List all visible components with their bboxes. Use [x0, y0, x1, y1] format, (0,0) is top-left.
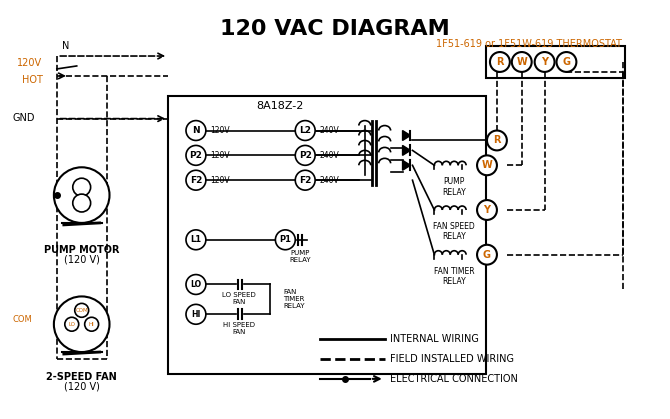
Text: FAN SPEED
RELAY: FAN SPEED RELAY — [433, 222, 475, 241]
Text: 2-SPEED FAN: 2-SPEED FAN — [46, 372, 117, 382]
Text: PUMP
RELAY: PUMP RELAY — [442, 177, 466, 197]
Text: GND: GND — [12, 113, 35, 123]
Text: 240V: 240V — [319, 151, 339, 160]
Text: HI: HI — [88, 322, 94, 327]
Text: N: N — [192, 126, 200, 135]
Polygon shape — [403, 145, 411, 155]
Text: 120 VAC DIAGRAM: 120 VAC DIAGRAM — [220, 19, 450, 39]
Text: 240V: 240V — [319, 126, 339, 135]
Text: G: G — [562, 57, 570, 67]
Text: COM: COM — [12, 315, 32, 324]
Circle shape — [65, 317, 78, 331]
Circle shape — [84, 317, 98, 331]
Circle shape — [186, 304, 206, 324]
Circle shape — [54, 296, 109, 352]
Circle shape — [75, 303, 88, 317]
Text: 240V: 240V — [319, 176, 339, 185]
Text: (120 V): (120 V) — [64, 255, 100, 265]
Circle shape — [186, 145, 206, 165]
Text: FAN TIMER
RELAY: FAN TIMER RELAY — [434, 266, 474, 286]
Text: LO: LO — [190, 280, 202, 289]
FancyBboxPatch shape — [486, 46, 625, 78]
Circle shape — [512, 52, 532, 72]
Text: F2: F2 — [299, 176, 312, 185]
Text: LO SPEED
FAN: LO SPEED FAN — [222, 292, 255, 305]
Circle shape — [295, 121, 315, 140]
Text: N: N — [62, 41, 69, 51]
Text: HI: HI — [191, 310, 200, 319]
Circle shape — [477, 245, 497, 265]
Polygon shape — [403, 160, 411, 170]
Text: 1F51-619 or 1F51W-619 THERMOSTAT: 1F51-619 or 1F51W-619 THERMOSTAT — [436, 39, 622, 49]
Circle shape — [186, 121, 206, 140]
Text: PUMP
RELAY: PUMP RELAY — [289, 250, 311, 263]
Text: R: R — [496, 57, 504, 67]
Text: 8A18Z-2: 8A18Z-2 — [257, 101, 304, 111]
Text: F2: F2 — [190, 176, 202, 185]
Circle shape — [186, 274, 206, 295]
Text: G: G — [483, 250, 491, 260]
Text: HI SPEED
FAN: HI SPEED FAN — [222, 322, 255, 335]
Text: (120 V): (120 V) — [64, 382, 100, 392]
Text: ELECTRICAL CONNECTION: ELECTRICAL CONNECTION — [390, 374, 517, 384]
Text: FIELD INSTALLED WIRING: FIELD INSTALLED WIRING — [390, 354, 514, 364]
Text: P1: P1 — [279, 235, 291, 244]
FancyBboxPatch shape — [168, 96, 486, 374]
Text: W: W — [517, 57, 527, 67]
Circle shape — [73, 194, 90, 212]
Circle shape — [477, 200, 497, 220]
Text: 120V: 120V — [210, 126, 229, 135]
Circle shape — [186, 230, 206, 250]
Circle shape — [490, 52, 510, 72]
Circle shape — [295, 145, 315, 165]
Polygon shape — [403, 131, 411, 140]
Text: 120V: 120V — [210, 151, 229, 160]
Text: Y: Y — [484, 205, 490, 215]
Circle shape — [557, 52, 576, 72]
Circle shape — [487, 131, 507, 150]
Text: 120V: 120V — [17, 58, 42, 68]
Circle shape — [535, 52, 555, 72]
Text: COM: COM — [76, 308, 88, 313]
Text: Y: Y — [541, 57, 548, 67]
Text: FAN
TIMER
RELAY: FAN TIMER RELAY — [283, 290, 305, 309]
Circle shape — [295, 170, 315, 190]
Text: 120V: 120V — [210, 176, 229, 185]
Circle shape — [275, 230, 295, 250]
Text: L1: L1 — [190, 235, 202, 244]
Circle shape — [73, 178, 90, 196]
Circle shape — [186, 170, 206, 190]
Text: L2: L2 — [299, 126, 311, 135]
Text: R: R — [493, 135, 500, 145]
Circle shape — [477, 155, 497, 175]
Text: P2: P2 — [190, 151, 202, 160]
Circle shape — [54, 167, 109, 223]
Text: INTERNAL WIRING: INTERNAL WIRING — [390, 334, 478, 344]
Text: P2: P2 — [299, 151, 312, 160]
Text: LO: LO — [68, 322, 75, 327]
Text: HOT: HOT — [22, 75, 43, 85]
Text: W: W — [482, 160, 492, 170]
Text: PUMP MOTOR: PUMP MOTOR — [44, 245, 119, 255]
